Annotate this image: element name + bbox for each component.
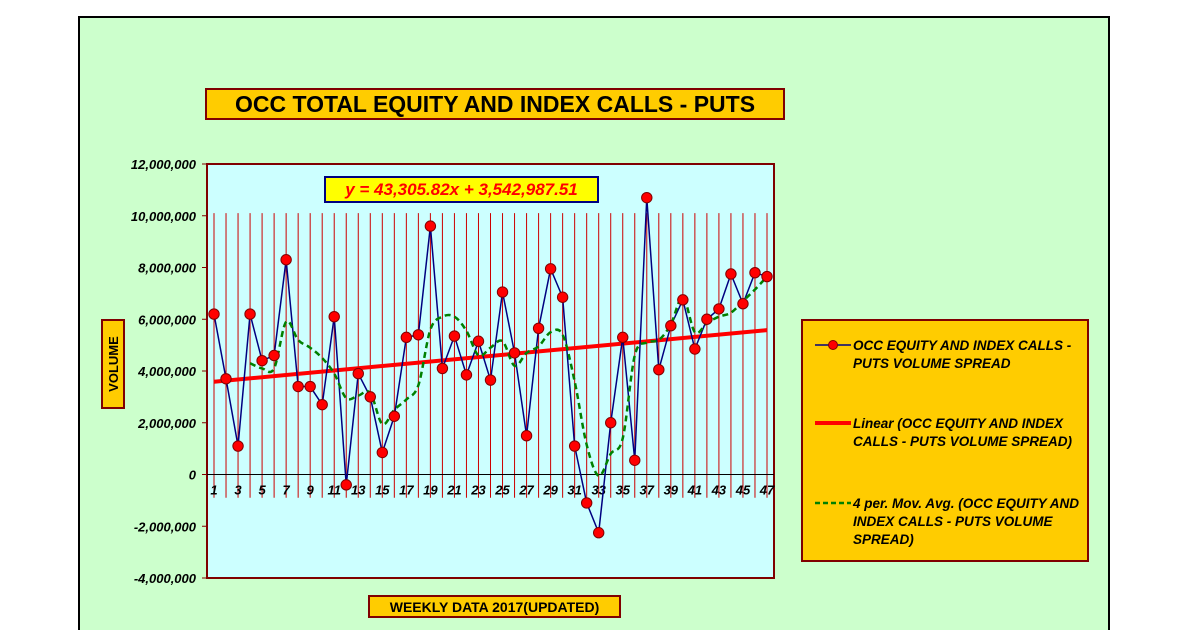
y-tick-label: 2,000,000 xyxy=(137,416,197,431)
data-point xyxy=(340,479,352,491)
data-point xyxy=(737,298,749,310)
y-axis-label: VOLUME xyxy=(101,319,125,409)
x-tick-label: 45 xyxy=(735,483,751,498)
x-tick-label: 39 xyxy=(664,483,679,498)
trendline-linear xyxy=(213,328,768,384)
x-tick-label: 37 xyxy=(640,483,655,498)
data-point xyxy=(580,497,593,509)
data-point xyxy=(653,364,665,376)
x-tick-label: 27 xyxy=(518,483,534,498)
data-point xyxy=(424,220,437,232)
legend-dash-icon xyxy=(815,501,851,505)
data-point xyxy=(701,313,713,325)
data-point xyxy=(665,320,677,332)
data-point xyxy=(556,291,569,303)
x-axis-label: WEEKLY DATA 2017(UPDATED) xyxy=(368,595,621,618)
legend-label-spread: OCC EQUITY AND INDEX CALLS - PUTS VOLUME… xyxy=(853,338,1072,371)
data-point xyxy=(520,429,533,442)
data-point xyxy=(496,286,509,298)
data-point xyxy=(677,294,689,306)
x-tick-label: 19 xyxy=(423,483,438,498)
data-point xyxy=(725,268,737,280)
x-tick-label: 23 xyxy=(470,483,486,498)
data-point xyxy=(280,254,292,266)
x-tick-label: 31 xyxy=(567,483,581,498)
y-tick-label: 4,000,000 xyxy=(137,364,197,379)
data-point xyxy=(532,322,545,335)
data-point xyxy=(400,331,413,344)
data-point xyxy=(256,354,268,367)
data-point xyxy=(472,335,485,347)
legend: OCC EQUITY AND INDEX CALLS - PUTS VOLUME… xyxy=(801,319,1089,562)
y-tick-label: 6,000,000 xyxy=(138,312,197,327)
data-point xyxy=(268,349,280,362)
data-point xyxy=(713,303,725,315)
data-point xyxy=(629,454,641,466)
data-point xyxy=(508,347,521,359)
data-point xyxy=(689,343,701,355)
data-point xyxy=(460,369,473,381)
x-tick-label: 21 xyxy=(446,483,461,498)
data-point xyxy=(641,191,653,204)
data-point xyxy=(328,310,340,323)
x-tick-label: 13 xyxy=(351,483,366,498)
data-point xyxy=(544,263,557,275)
data-point xyxy=(364,391,376,403)
x-tick-label: 9 xyxy=(307,483,315,498)
data-point xyxy=(749,266,761,279)
data-point xyxy=(208,308,220,320)
data-point xyxy=(220,373,232,385)
data-point xyxy=(244,308,256,320)
data-point xyxy=(292,380,304,393)
data-point xyxy=(484,374,497,386)
data-point xyxy=(436,362,449,375)
x-tick-label: 43 xyxy=(711,483,727,498)
trendline xyxy=(213,328,768,384)
legend-marker-icon xyxy=(815,340,851,350)
chart-title: OCC TOTAL EQUITY AND INDEX CALLS - PUTS xyxy=(205,88,785,120)
x-tick-label: 1 xyxy=(210,483,217,498)
data-point xyxy=(304,380,316,393)
data-point xyxy=(232,440,244,452)
data-point xyxy=(448,330,461,342)
x-tick-label: 5 xyxy=(258,483,266,498)
trend-equation: y = 43,305.82x + 3,542,987.51 xyxy=(324,176,599,203)
data-point xyxy=(388,410,401,422)
x-tick-label: 35 xyxy=(616,483,631,498)
legend-line-icon xyxy=(815,421,851,425)
x-tick-label: 3 xyxy=(234,483,242,498)
data-point xyxy=(605,417,617,429)
series-markers xyxy=(208,191,773,539)
data-point xyxy=(376,446,389,459)
data-point xyxy=(592,527,605,539)
data-point xyxy=(316,398,328,411)
x-tick-label: 15 xyxy=(375,483,390,498)
data-point xyxy=(761,270,773,283)
x-tick-label: 25 xyxy=(494,483,510,498)
data-point xyxy=(568,440,581,452)
y-tick-label: -2,000,000 xyxy=(134,519,197,534)
y-tick-label: 8,000,000 xyxy=(138,261,197,276)
y-tick-label: -4,000,000 xyxy=(134,571,197,586)
x-tick-label: 41 xyxy=(687,483,702,498)
y-axis: -4,000,000 -2,000,000 0 2,000,000 4,000,000 6… xyxy=(131,157,207,586)
x-tick-label: 11 xyxy=(327,483,341,498)
x-tick-label: 29 xyxy=(542,483,558,498)
data-point xyxy=(352,367,364,380)
x-tick-label: 7 xyxy=(283,483,291,498)
x-tick-label: 47 xyxy=(759,483,775,498)
data-point xyxy=(412,329,425,341)
x-tick-label: 17 xyxy=(399,483,414,498)
x-axis: 1 3 5 7 9 11 13 15 17 19 21 23 25 27 29 31 33 35 37 39 41 43 4… xyxy=(207,474,775,498)
y-tick-label: 10,000,000 xyxy=(131,209,197,224)
y-tick-label: 0 xyxy=(189,468,197,483)
legend-label-linear: Linear (OCC EQUITY AND INDEX CALLS - PUT… xyxy=(853,416,1073,449)
data-point xyxy=(617,331,629,344)
y-tick-label: 12,000,000 xyxy=(131,157,197,172)
legend-label-mavg: 4 per. Mov. Avg. (OCC EQUITY AND INDEX C… xyxy=(853,496,1080,547)
